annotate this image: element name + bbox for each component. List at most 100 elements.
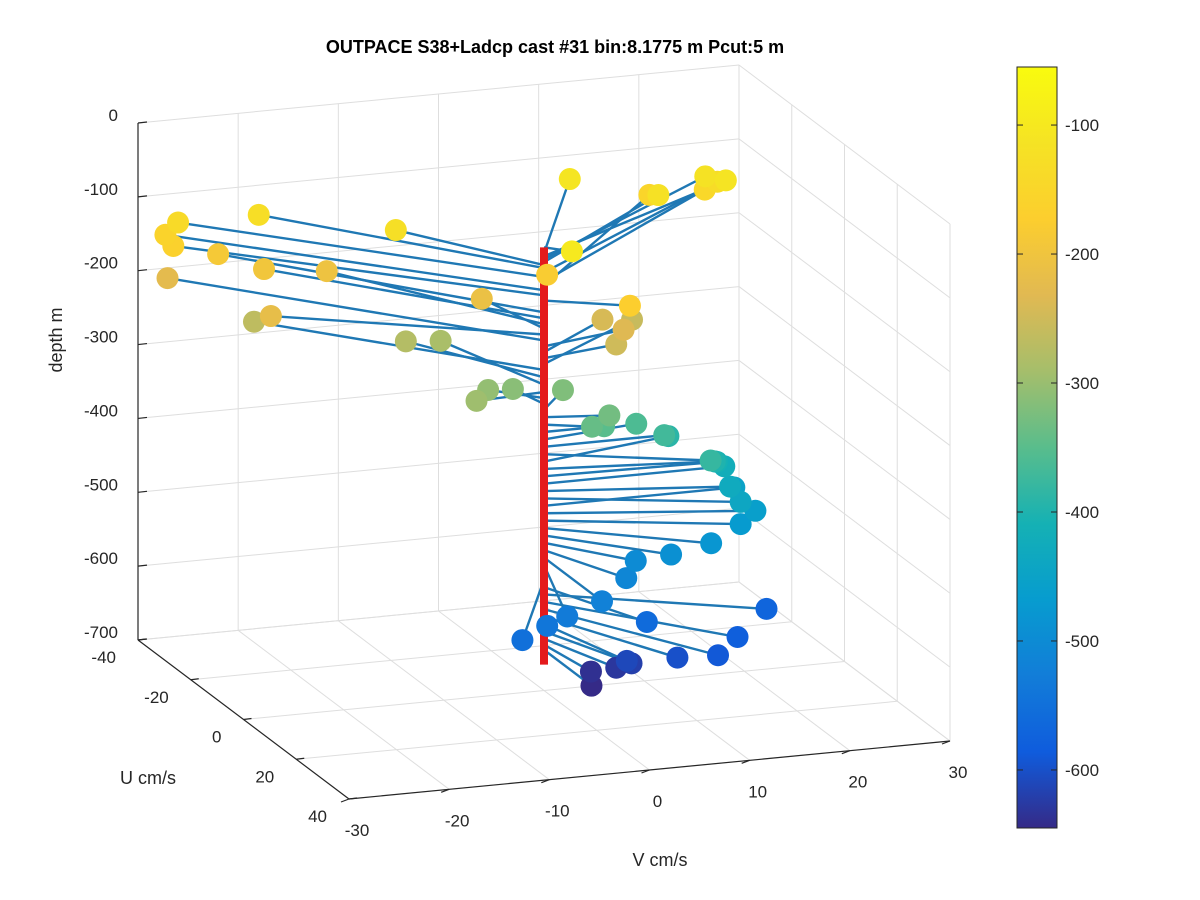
velocity-stem (263, 267, 545, 320)
y-tick-mark (348, 797, 358, 800)
z-tick-mark (137, 638, 148, 641)
x-tick-mark (641, 769, 650, 774)
colorbar-tick-label: -500 (1065, 632, 1099, 651)
x-tick-label: 30 (949, 763, 968, 782)
colorbar-tick-label: -200 (1065, 245, 1099, 264)
x-tick-mark (741, 759, 750, 764)
data-point (465, 389, 488, 412)
data-point (560, 240, 583, 263)
x-tick-label: -30 (345, 821, 370, 840)
colorbar-tick-label: -600 (1065, 761, 1099, 780)
x-tick-label: 20 (848, 773, 867, 792)
data-point (729, 513, 752, 536)
data-point (558, 168, 581, 191)
data-point (501, 378, 524, 401)
z-axis-label: depth m (46, 307, 66, 372)
velocity-stem (543, 318, 604, 354)
data-point (694, 165, 717, 188)
data-point (598, 404, 621, 427)
y-tick-label: -40 (91, 648, 116, 667)
velocity-stem (543, 526, 712, 545)
velocity-stem (543, 519, 741, 526)
data-point (156, 267, 179, 290)
grid-line (190, 621, 792, 681)
velocity-stem (481, 297, 545, 330)
z-tick-label: -100 (84, 180, 118, 199)
velocity-stem (543, 541, 636, 563)
velocity-stem (543, 299, 631, 307)
axes-box (137, 121, 951, 803)
velocity-stem (543, 434, 669, 463)
tick-labels: -30-20-100102030-40-20020400-100-200-300… (84, 106, 967, 840)
data-point (700, 532, 723, 555)
x-tick-label: 0 (653, 792, 662, 811)
data-point (612, 318, 635, 341)
z-tick-label: -400 (84, 401, 118, 420)
colorbar-bar (1016, 66, 1058, 829)
data-point (579, 660, 602, 683)
data-point (167, 211, 190, 234)
y-tick-label: 40 (308, 807, 327, 826)
data-point (666, 646, 689, 669)
y-axis-label: U cm/s (120, 768, 176, 788)
velocity-stem (542, 178, 571, 254)
data-point (551, 379, 574, 402)
velocity-stem (543, 593, 767, 611)
data-point (536, 614, 559, 637)
data-point (580, 415, 603, 438)
data-point (207, 243, 230, 266)
velocity-stem (543, 637, 617, 669)
x-tick-mark (440, 788, 450, 793)
velocity-stem (543, 556, 603, 603)
y-tick-mark (243, 717, 252, 721)
data-point (615, 649, 638, 672)
data-point (394, 330, 417, 353)
velocity-stem (173, 244, 545, 297)
data-point (315, 260, 338, 283)
data-point (259, 305, 282, 328)
data-point (511, 629, 534, 652)
data-point (247, 203, 270, 226)
data-point (660, 543, 683, 566)
colorbar-tick-label: -300 (1065, 374, 1099, 393)
y-tick-label: 20 (255, 767, 274, 786)
data-point (707, 644, 730, 667)
data-point (242, 310, 265, 333)
y-tick-mark (296, 757, 305, 760)
data-point (624, 549, 647, 572)
data-points (154, 165, 778, 697)
x-tick-label: -20 (445, 811, 470, 830)
data-point (470, 287, 493, 310)
velocity-stem (258, 213, 545, 270)
velocity-stem (543, 485, 731, 493)
grid-line (296, 700, 898, 760)
data-point (615, 567, 638, 590)
z-tick-label: -200 (84, 254, 118, 273)
velocity-stem (395, 228, 545, 267)
data-point (618, 294, 641, 317)
velocity-stem (543, 534, 672, 556)
x-tick-label: -10 (545, 802, 570, 821)
colorbar-tick-label: -100 (1065, 116, 1099, 135)
z-tick-label: -700 (84, 623, 118, 642)
z-tick-mark (137, 121, 148, 124)
x-tick-label: 10 (748, 782, 767, 801)
data-point (653, 424, 676, 447)
velocity-stem (543, 549, 627, 580)
velocity-stem (543, 460, 718, 478)
z-tick-label: -600 (84, 549, 118, 568)
data-point (699, 449, 722, 472)
grid-line (137, 581, 740, 641)
data-point (726, 626, 749, 649)
velocity-stem (543, 343, 617, 360)
data-point (714, 169, 737, 192)
velocity-stem (270, 314, 545, 336)
z-tick-mark (137, 342, 148, 346)
velocity-stem (543, 509, 756, 515)
velocity-stem (543, 497, 741, 504)
data-point (591, 590, 614, 613)
velocity-stem (543, 465, 725, 485)
z-tick-label: 0 (109, 106, 118, 125)
colorbar-tick-label: -400 (1065, 503, 1099, 522)
